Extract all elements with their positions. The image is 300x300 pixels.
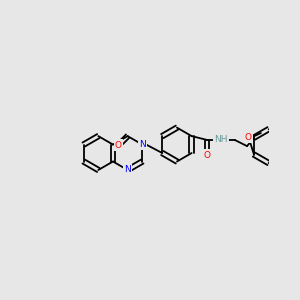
Text: O: O bbox=[244, 133, 251, 142]
Text: O: O bbox=[115, 141, 122, 150]
Text: NH: NH bbox=[214, 135, 228, 144]
Text: O: O bbox=[203, 151, 211, 160]
Text: N: N bbox=[139, 140, 146, 149]
Text: N: N bbox=[124, 166, 131, 175]
